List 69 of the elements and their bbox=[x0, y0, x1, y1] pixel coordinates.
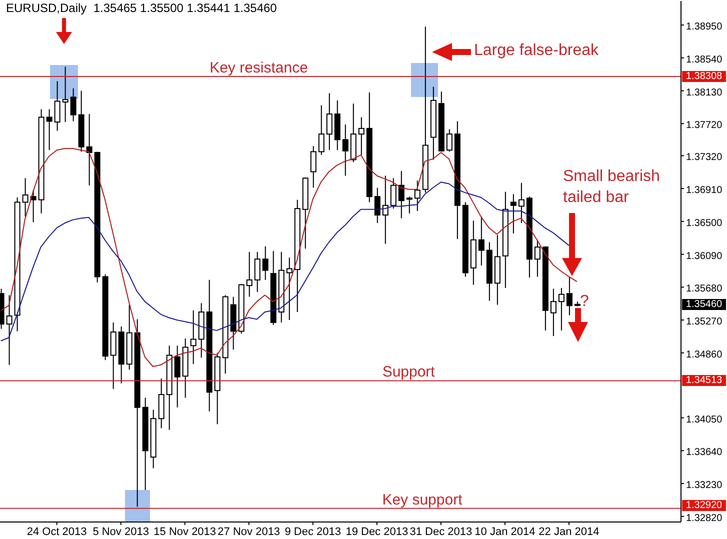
candlestick bbox=[86, 114, 92, 186]
candlestick bbox=[446, 128, 452, 152]
x-tick-label: 5 Nov 2013 bbox=[92, 526, 149, 538]
y-tick-label: 1.33640 bbox=[686, 447, 723, 458]
y-tick-label: 1.38130 bbox=[686, 87, 723, 98]
x-tick-label: 22 Jan 2014 bbox=[538, 526, 600, 538]
y-tick-label: 1.36910 bbox=[686, 185, 723, 196]
text: 1.32920 bbox=[682, 500, 726, 511]
candlestick bbox=[70, 88, 76, 122]
candlestick bbox=[246, 251, 252, 298]
candlestick bbox=[22, 178, 28, 218]
text: 1.35460 bbox=[682, 299, 726, 310]
candlestick bbox=[286, 256, 292, 321]
candlestick bbox=[534, 239, 540, 278]
annotation: Small bearish tailed bar bbox=[563, 167, 661, 208]
candlestick bbox=[318, 104, 324, 156]
x-tick-label: 24 Oct 2013 bbox=[26, 526, 87, 538]
candlestick bbox=[558, 287, 564, 331]
y-tick-label: 1.38540 bbox=[686, 54, 723, 66]
y-tick-label: 1.32820 bbox=[686, 512, 723, 524]
candlestick bbox=[478, 216, 484, 266]
y-tick-label: 1.38950 bbox=[686, 22, 723, 33]
candlestick bbox=[390, 178, 396, 210]
candlestick bbox=[262, 246, 268, 280]
candlestick bbox=[326, 92, 332, 151]
candlestick bbox=[30, 190, 36, 223]
x-tick-label: 31 Dec 2013 bbox=[410, 526, 472, 538]
candlestick bbox=[62, 66, 68, 123]
x-tick-label: 27 Nov 2013 bbox=[218, 526, 280, 538]
y-tick-label: 1.34050 bbox=[686, 414, 723, 426]
chart-title: EURUSD,Daily 1.35465 1.35500 1.35441 1.35460 bbox=[6, 1, 277, 15]
candlestick bbox=[310, 146, 316, 188]
y-tick-label: 1.34860 bbox=[686, 349, 723, 360]
x-tick-label: 10 Jan 2014 bbox=[474, 526, 536, 538]
candlestick bbox=[566, 276, 572, 316]
candlestick bbox=[174, 345, 180, 408]
ref-line-label: Key resistance bbox=[210, 60, 308, 77]
y-tick-label: 1.37320 bbox=[686, 152, 723, 164]
candlestick bbox=[550, 288, 556, 337]
candlestick bbox=[342, 124, 348, 176]
y-tick-label: 1.35270 bbox=[686, 316, 723, 328]
candlestick bbox=[382, 175, 388, 244]
annotation: ? bbox=[580, 292, 590, 312]
ref-line-label: Support bbox=[382, 364, 436, 381]
candlestick bbox=[254, 251, 260, 292]
y-tick-label: 1.33230 bbox=[686, 480, 723, 492]
candlestick bbox=[54, 80, 60, 132]
y-tick-label: 1.37720 bbox=[686, 120, 723, 132]
candlestick bbox=[110, 322, 116, 390]
x-tick-label: 15 Nov 2013 bbox=[154, 526, 216, 538]
candlestick bbox=[6, 294, 12, 366]
candlestick bbox=[510, 194, 516, 234]
x-tick-label: 9 Dec 2013 bbox=[284, 526, 342, 538]
candlestick bbox=[518, 182, 524, 224]
candlestick bbox=[358, 116, 364, 156]
annotation: Large false-break bbox=[474, 41, 600, 61]
candlestick bbox=[398, 170, 404, 219]
text: 1.34513 bbox=[682, 375, 726, 386]
y-tick-label: 1.36500 bbox=[686, 218, 723, 229]
candlestick bbox=[190, 310, 196, 365]
candlestick bbox=[46, 108, 52, 151]
text: 1.38308 bbox=[682, 71, 726, 82]
x-tick-label: 19 Dec 2013 bbox=[346, 526, 408, 538]
ref-line-label: Key support bbox=[382, 491, 464, 508]
y-tick-label: 1.36090 bbox=[686, 250, 723, 262]
y-tick-label: 1.35680 bbox=[686, 284, 723, 295]
candlestick bbox=[414, 180, 420, 212]
candlestick bbox=[374, 187, 380, 224]
candlestick bbox=[406, 196, 412, 214]
